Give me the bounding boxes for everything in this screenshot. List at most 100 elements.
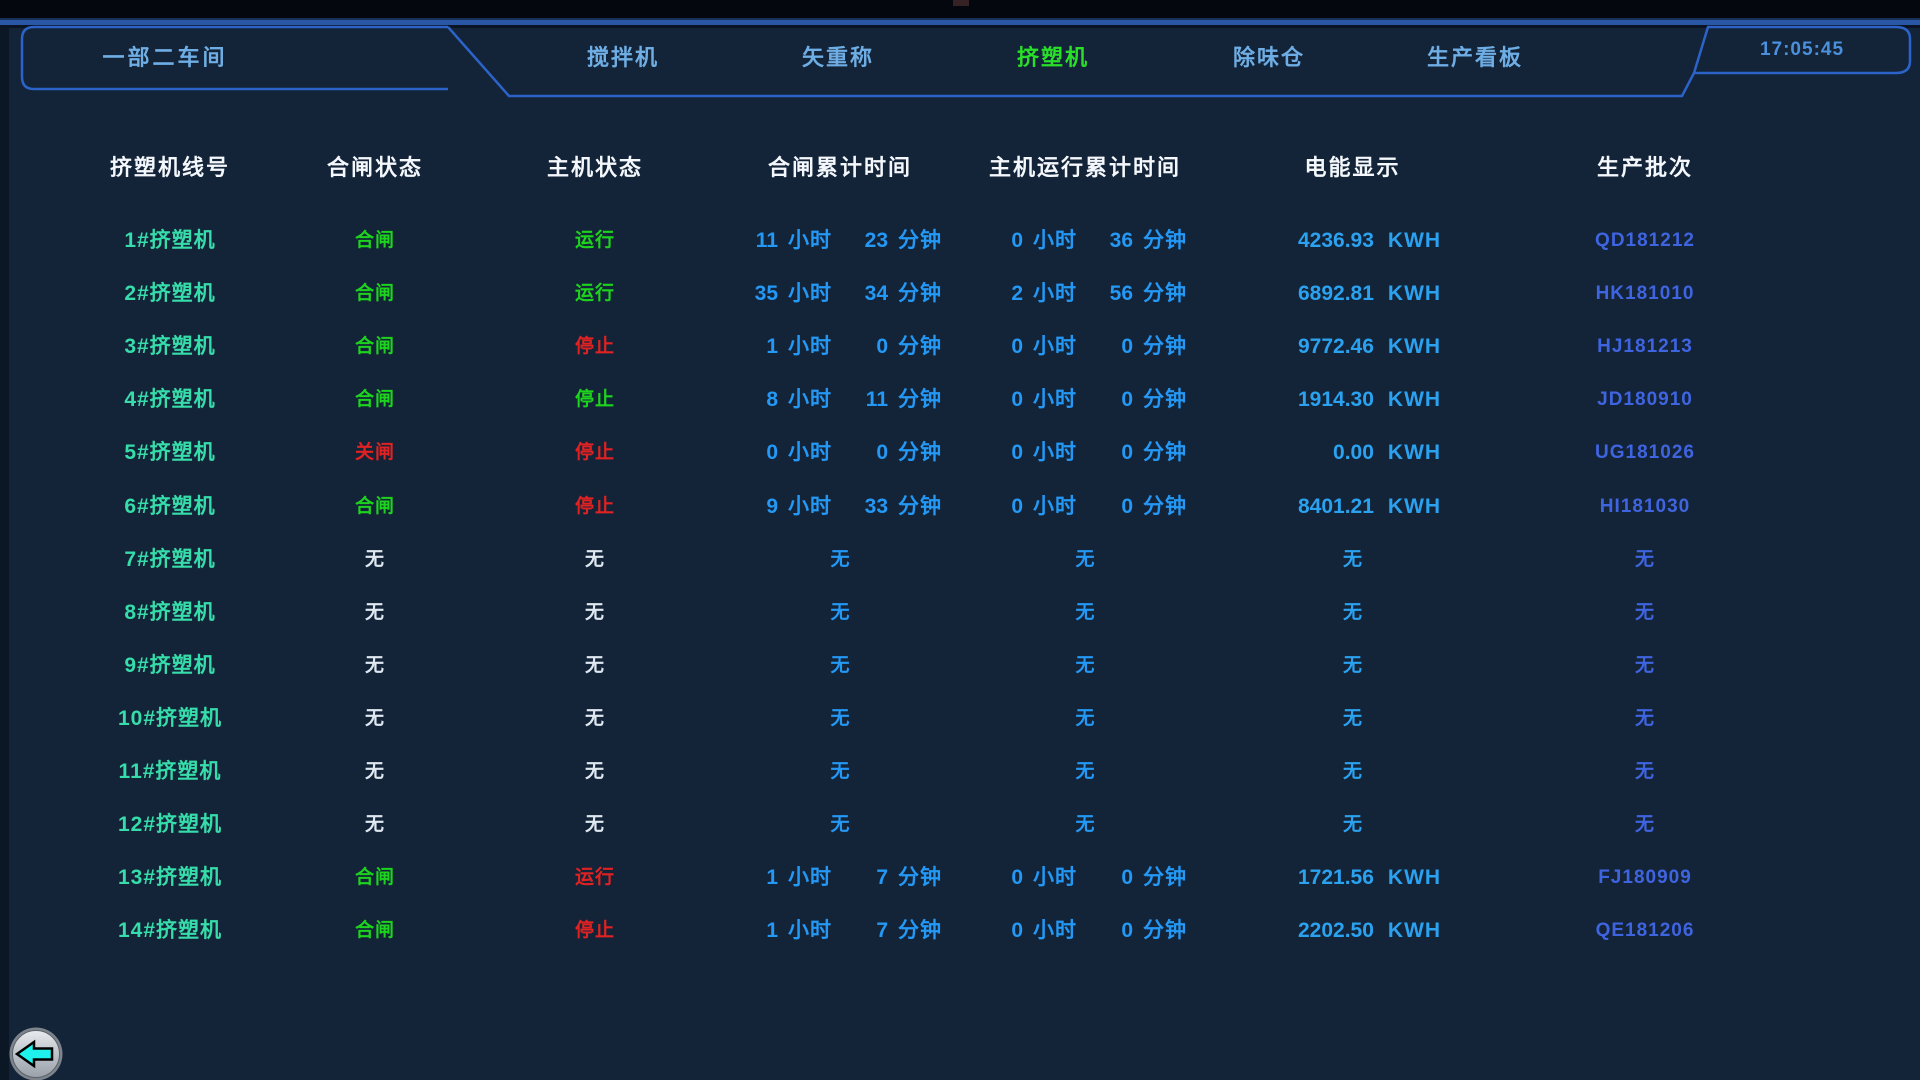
time-unit: 分钟 [1143,866,1187,890]
time-cell: 0 小时 0 分钟 [935,851,1235,904]
time-unit: 小时 [788,441,832,465]
machine-name: 1#挤塑机 [124,229,216,252]
table-row: 3#挤塑机 合闸 停止 1 小时 0 分钟 0 小时 0 分钟 9772.46 KWH HJ181213 [0,320,1920,373]
tab-2[interactable]: 矢重称 [801,45,874,70]
time-unit: 小时 [788,229,832,252]
machine-name: 7#挤塑机 [124,547,216,571]
time-unit: 分钟 [898,229,942,252]
breaker-status: 无 [364,601,385,623]
column-header: 合闸状态 [326,155,423,180]
time-value: 0 [1011,335,1023,359]
host-status: 停止 [574,920,615,942]
time-value: 0 [1011,441,1023,465]
table-row: 1#挤塑机 合闸 运行 11 小时 23 分钟 0 小时 36 分钟 4236.93 KWH QD1812… [0,214,1920,267]
tab-5[interactable]: 生产看板 [1426,45,1523,70]
breaker-status: 合闸 [354,495,395,517]
energy-cell: 4236.93 KWH [1250,214,1455,267]
column-header: 电能显示 [1304,155,1401,180]
batch-code: FJ180909 [1598,867,1692,889]
workshop-tab-outline [20,25,448,91]
time-cell-empty: 无 [935,586,1235,639]
time-cell: 0 小时 0 分钟 [935,904,1235,957]
time-cell-empty: 无 [935,798,1235,851]
time-cell: 0 小时 0 分钟 [935,426,1235,479]
empty-value: 无 [1342,654,1362,676]
time-value: 7 [876,866,888,890]
time-value: 0 [876,335,888,359]
energy-cell-empty: 无 [1250,639,1455,692]
back-button[interactable] [6,1025,66,1080]
time-unit: 分钟 [1143,919,1187,943]
column-header: 合闸累计时间 [767,155,912,180]
energy-value: 1914.30 [1298,388,1374,412]
breaker-status: 合闸 [354,389,395,411]
energy-unit: KWH [1387,388,1442,412]
time-cell-empty: 无 [690,639,990,692]
energy-value: 2202.50 [1298,919,1374,943]
time-unit: 小时 [1033,441,1077,465]
tab-1[interactable]: 搅拌机 [586,45,659,70]
energy-unit: KWH [1387,229,1442,252]
energy-value: 8401.21 [1298,494,1374,518]
batch-code: HJ181213 [1597,336,1693,358]
time-unit: 小时 [788,282,832,306]
empty-value: 无 [1075,707,1095,729]
energy-unit: KWH [1387,441,1442,465]
tab-workshop[interactable]: 一部二车间 [102,45,228,70]
batch-code: JD180910 [1597,389,1693,411]
energy-cell: 0.00 KWH [1250,426,1455,479]
table-row: 6#挤塑机 合闸 停止 9 小时 33 分钟 0 小时 0 分钟 8401.21 KWH HI181030 [0,480,1920,533]
tab-3[interactable]: 挤塑机 [1016,45,1089,70]
energy-value: 6892.81 [1298,282,1374,306]
time-cell: 0 小时 0 分钟 [935,373,1235,426]
empty-value: 无 [830,814,850,836]
column-header: 主机运行累计时间 [988,155,1181,180]
time-value: 0 [1011,229,1023,252]
tab-bar-underline [447,26,1696,98]
table-row: 12#挤塑机 无 无 无 无 无 无 [0,798,1920,851]
time-cell-empty: 无 [690,798,990,851]
host-status: 运行 [574,867,615,889]
time-cell: 0 小时 0 分钟 [935,320,1235,373]
time-value: 0 [1121,388,1133,412]
time-value: 11 [865,388,888,412]
host-status: 无 [584,761,605,782]
energy-cell: 1914.30 KWH [1250,373,1455,426]
batch-code: 无 [1634,761,1655,782]
empty-value: 无 [1342,814,1362,836]
table-row: 5#挤塑机 关闸 停止 0 小时 0 分钟 0 小时 0 分钟 0.00 KWH UG181026 [0,426,1920,479]
host-status: 无 [584,814,605,836]
time-cell-empty: 无 [690,533,990,586]
time-unit: 小时 [788,335,832,359]
host-status: 无 [584,601,605,623]
left-edge-strip [0,28,9,1080]
time-cell-empty: 无 [935,533,1235,586]
machine-name: 5#挤塑机 [124,441,216,465]
time-value: 0 [1121,494,1133,518]
empty-value: 无 [1342,601,1362,623]
time-cell: 0 小时 0 分钟 [935,480,1235,533]
host-status: 无 [584,548,605,570]
energy-cell-empty: 无 [1250,745,1455,798]
machine-name: 10#挤塑机 [117,706,223,730]
time-cell: 2 小时 56 分钟 [935,267,1235,320]
empty-value: 无 [830,707,850,729]
time-value: 33 [864,494,888,518]
time-unit: 分钟 [898,494,942,518]
table-row: 2#挤塑机 合闸 运行 35 小时 34 分钟 2 小时 56 分钟 6892.81 KWH HK1810… [0,267,1920,320]
clock-display: 17:05:45 [1759,39,1845,60]
time-value: 36 [1109,229,1133,252]
table-row: 7#挤塑机 无 无 无 无 无 无 [0,533,1920,586]
batch-code: 无 [1634,654,1655,676]
time-value: 1 [766,866,778,890]
time-cell-empty: 无 [935,692,1235,745]
table-row: 10#挤塑机 无 无 无 无 无 无 [0,692,1920,745]
machine-name: 11#挤塑机 [118,760,222,783]
batch-code: 无 [1634,707,1655,729]
time-value: 23 [864,229,888,252]
energy-unit: KWH [1387,282,1442,306]
time-value: 0 [1121,335,1133,359]
tab-4[interactable]: 除味仓 [1232,45,1305,70]
energy-value: 9772.46 [1298,335,1374,359]
